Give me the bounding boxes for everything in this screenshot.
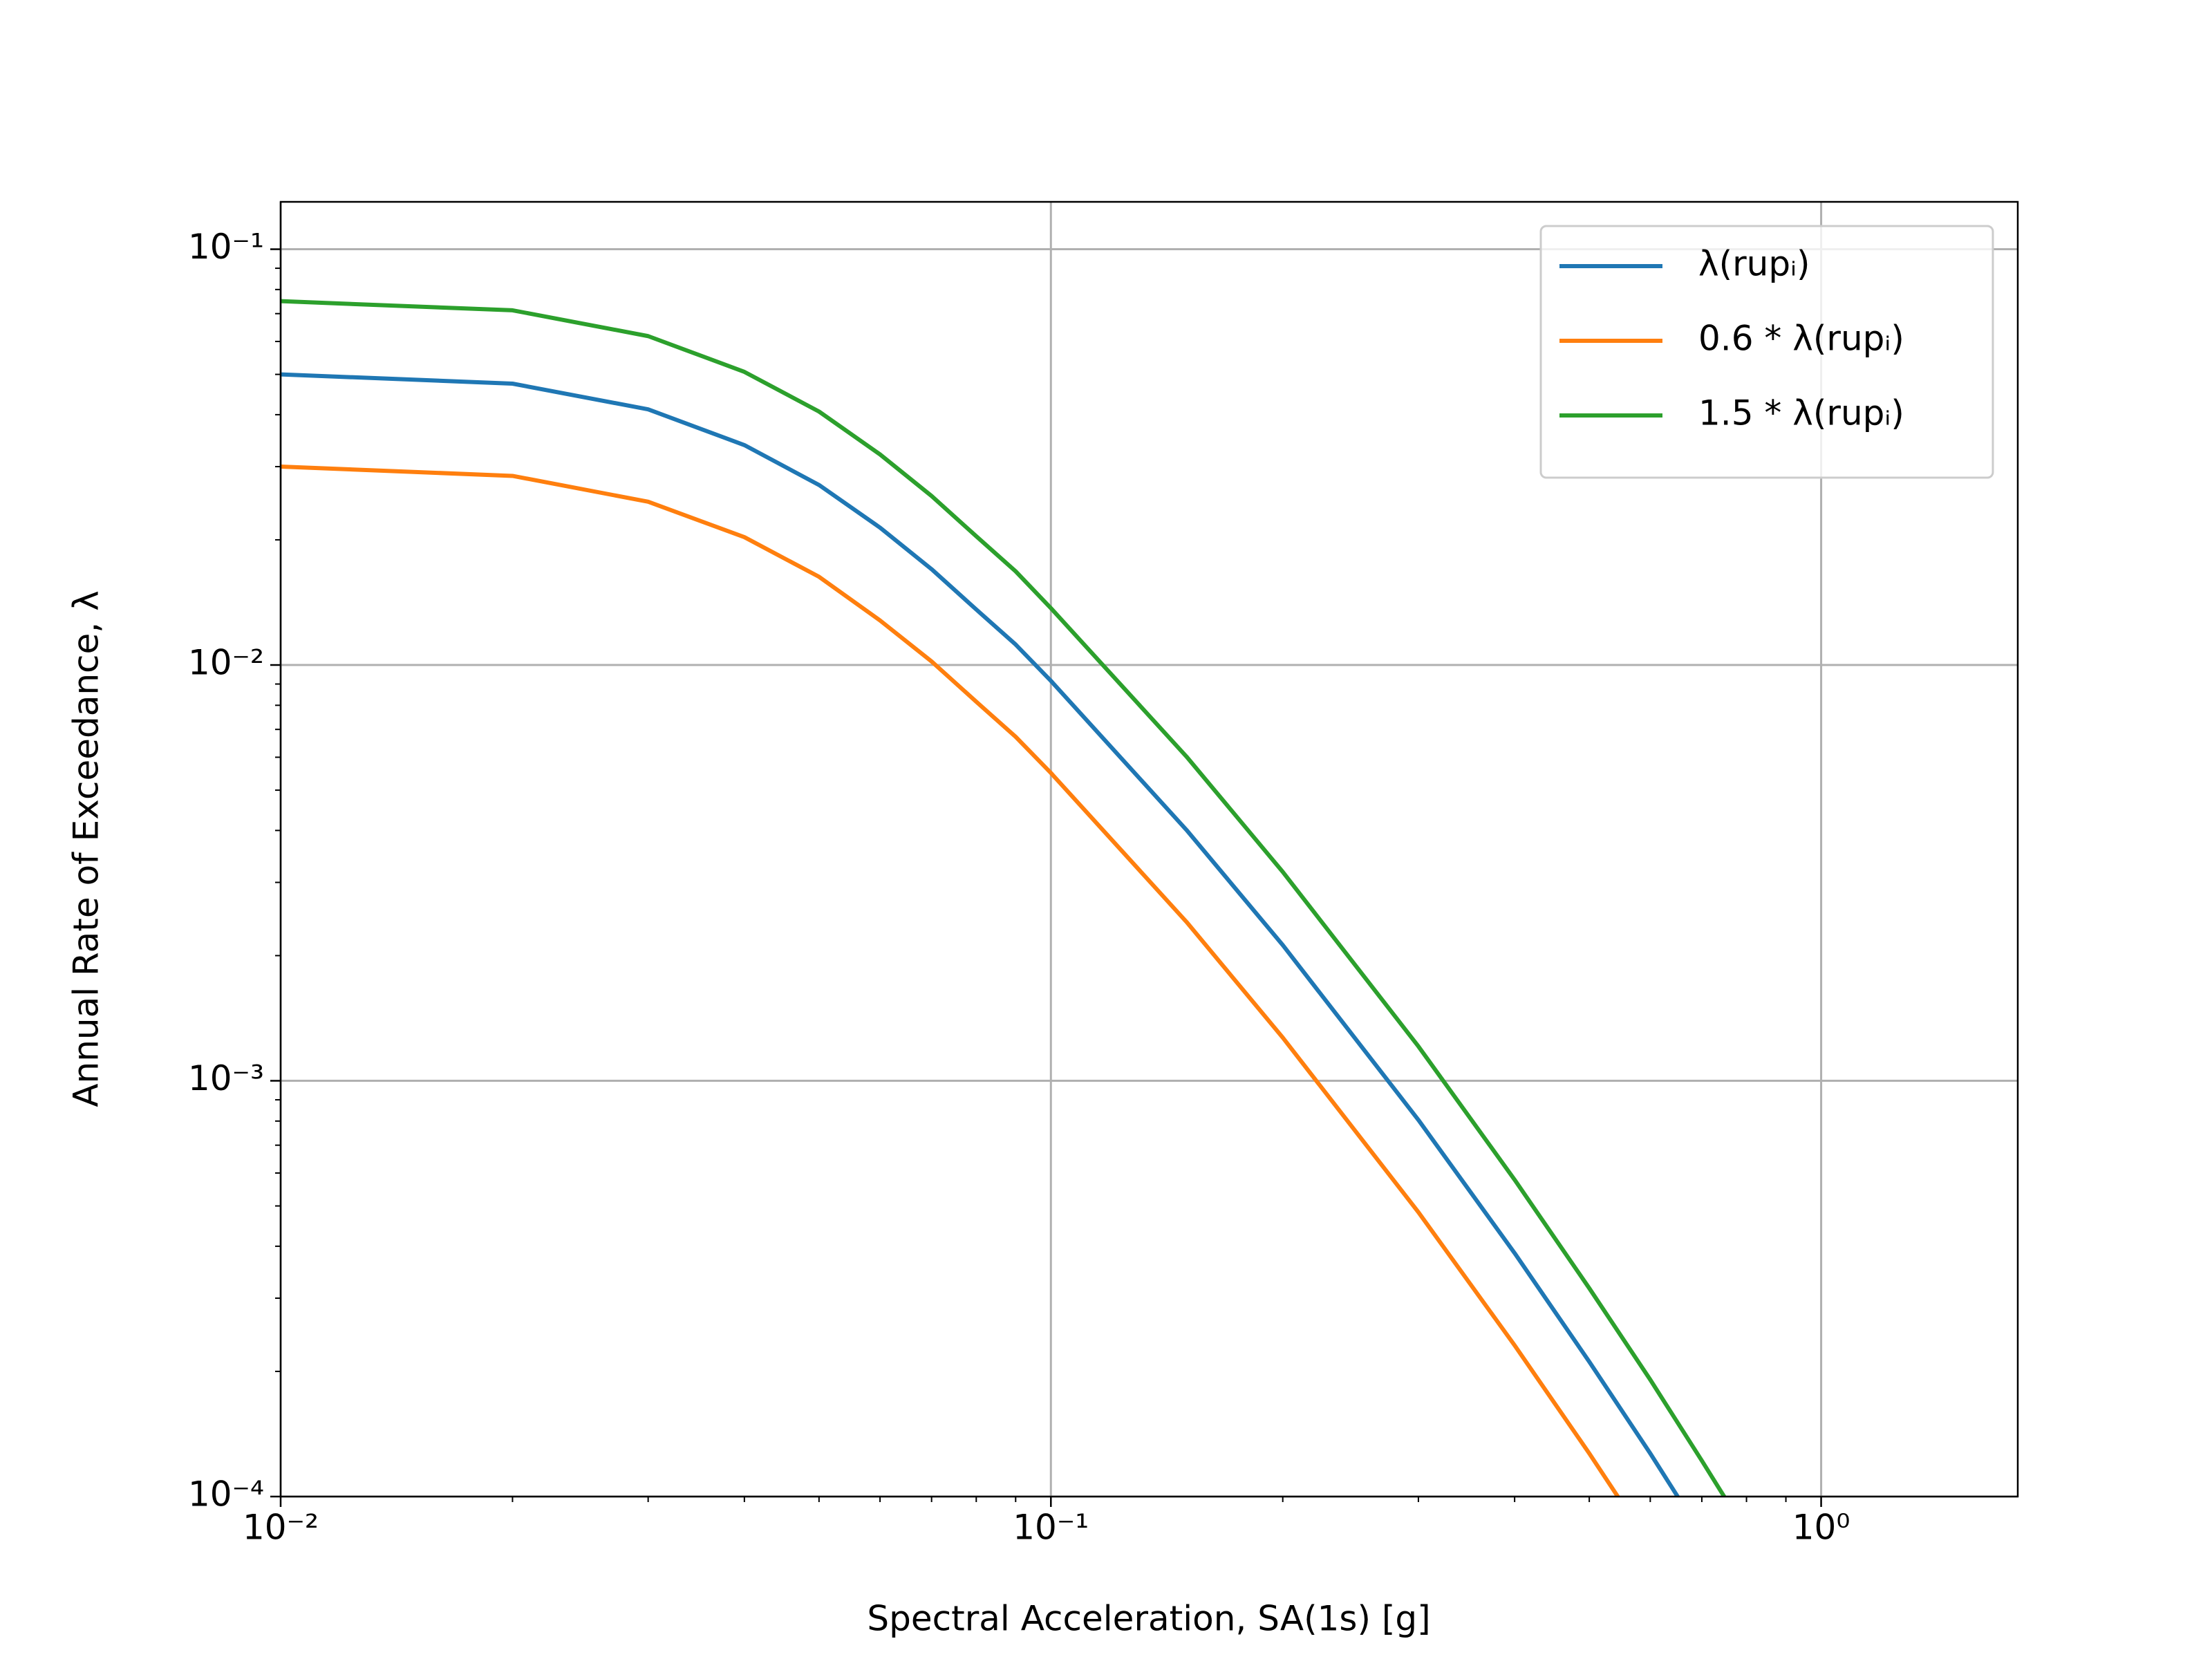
x-axis-label: Spectral Acceleration, SA(1s) [g] [867,1599,1430,1639]
series-line [281,372,1680,1497]
ticks: 10⁻² 10⁻¹ 10⁰ 10⁻⁴ 10⁻³ 10⁻² 10⁻¹ [188,227,1850,1547]
y-tick-label: 10⁻¹ [188,227,264,267]
legend-label: 1.5 * λ(rupᵢ) [1698,393,1904,433]
x-tick-label: 10⁻² [243,1508,319,1548]
series-line [281,299,1727,1497]
series-line [281,465,1621,1497]
x-tick-label: 10⁰ [1792,1508,1850,1548]
plot-area [281,299,1727,1497]
y-tick-label: 10⁻² [188,643,264,683]
legend: λ(rupᵢ) 0.6 * λ(rupᵢ) 1.5 * λ(rupᵢ) [1539,225,1994,479]
y-tick-label: 10⁻³ [188,1058,264,1098]
y-tick-label: 10⁻⁴ [188,1474,264,1515]
x-tick-label: 10⁻¹ [1013,1508,1089,1548]
legend-label: λ(rupᵢ) [1698,244,1810,284]
legend-label: 0.6 * λ(rupᵢ) [1698,319,1904,359]
y-axis-label: Annual Rate of Exceedance, λ [66,590,106,1107]
axes-frame [279,200,2019,1498]
